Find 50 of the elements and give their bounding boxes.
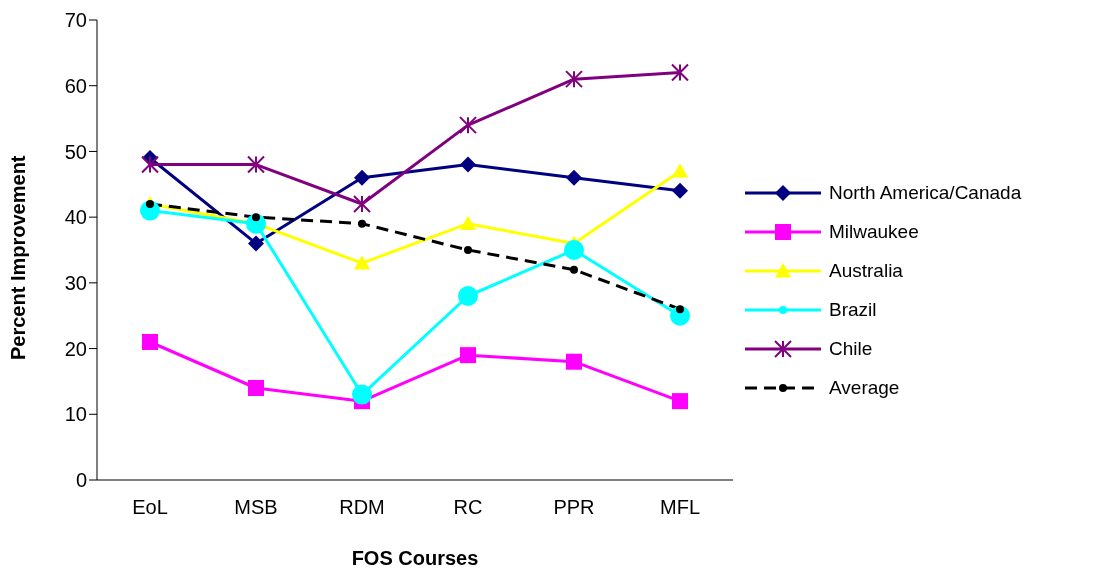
- point: [566, 353, 582, 370]
- legend-label: North America/Canada: [829, 182, 1022, 204]
- point: [141, 155, 159, 174]
- point: [464, 246, 472, 254]
- point: [142, 334, 158, 350]
- point: [248, 380, 264, 396]
- y-tick-label: 20: [64, 337, 87, 360]
- y-tick-label: 70: [64, 9, 87, 32]
- point: [459, 116, 477, 135]
- point: [460, 215, 476, 231]
- point: [248, 235, 264, 252]
- legend-label: Brazil: [829, 299, 877, 321]
- point: [672, 163, 688, 178]
- point: [460, 347, 476, 364]
- point: [671, 63, 689, 82]
- point: [565, 70, 583, 89]
- y-tick-label: 60: [64, 74, 87, 97]
- y-tick-label: 0: [75, 469, 87, 492]
- x-tick-label: RDM: [339, 496, 385, 519]
- legend-label: Average: [829, 377, 900, 399]
- point: [672, 182, 688, 199]
- point: [353, 195, 371, 213]
- y-tick-label: 50: [64, 140, 87, 163]
- legend-label: Australia: [829, 260, 903, 282]
- x-tick-label: MFL: [660, 496, 700, 519]
- point: [352, 384, 372, 405]
- y-tick-label: 10: [64, 403, 87, 426]
- point: [672, 393, 688, 410]
- y-axis-title: Percent Improvement: [7, 155, 30, 360]
- point: [458, 286, 478, 306]
- x-tick-label: EoL: [132, 496, 168, 519]
- legend-label: Chile: [829, 338, 873, 360]
- point: [358, 219, 366, 228]
- point: [460, 156, 476, 173]
- point: [564, 240, 584, 260]
- y-tick-label: 30: [64, 271, 87, 294]
- legend-label: Milwaukee: [829, 221, 919, 243]
- point: [252, 213, 260, 222]
- x-tick-label: RC: [453, 496, 483, 519]
- point: [676, 305, 684, 314]
- point: [146, 200, 154, 208]
- x-axis-title: FOS Courses: [351, 547, 479, 569]
- point: [247, 155, 265, 174]
- point: [354, 169, 370, 186]
- point: [566, 169, 582, 186]
- x-tick-label: PPR: [553, 496, 595, 519]
- point: [570, 265, 578, 274]
- y-tick-label: 40: [64, 206, 87, 229]
- point: [354, 255, 370, 270]
- x-tick-label: MSB: [234, 496, 278, 519]
